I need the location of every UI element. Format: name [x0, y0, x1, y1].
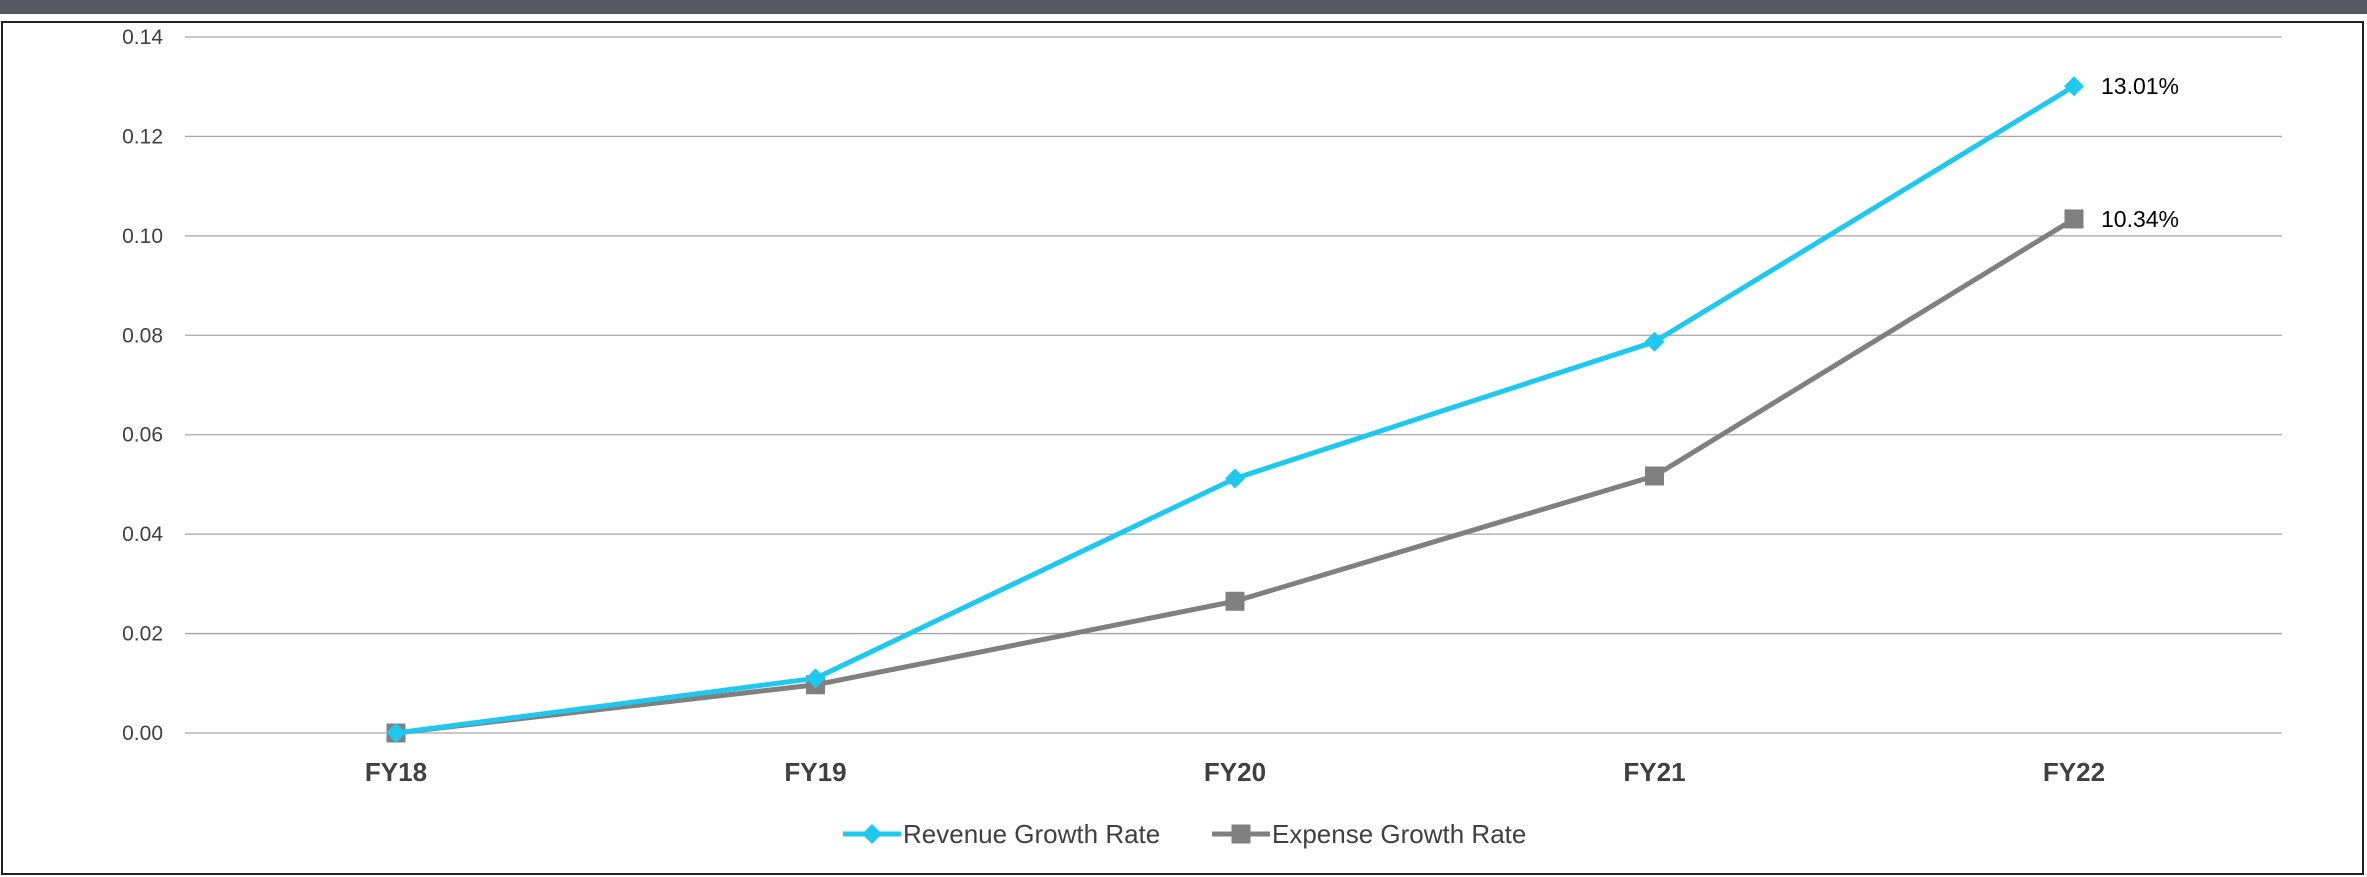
x-category-label: FY18 — [365, 757, 427, 787]
expense-data-label: 10.34% — [2101, 206, 2179, 232]
x-category-label: FY21 — [1623, 757, 1685, 787]
revenue-data-point — [805, 668, 826, 689]
revenue-growth-line — [395, 84, 2076, 736]
legend: Revenue Growth Rate Expense Growth Rate — [843, 819, 1526, 849]
legend-expense-swatch-marker — [1231, 824, 1251, 844]
expense-data-point — [1225, 591, 1245, 611]
y-tick-label: 0.08 — [122, 324, 163, 347]
expense-data-point — [1645, 466, 1664, 486]
y-tick-label: 0.10 — [122, 225, 163, 248]
x-category-label: FY20 — [1204, 757, 1266, 787]
revenue-data-point — [2064, 76, 2084, 97]
chart-frame — [1, 21, 2364, 875]
y-tick-label: 0.00 — [122, 722, 163, 745]
revenue-data-point — [386, 723, 406, 743]
data-labels: 10.34% 13.01% — [2101, 73, 2179, 232]
x-category-label: FY19 — [784, 757, 846, 787]
x-category-label: FY22 — [2043, 757, 2105, 787]
gridlines — [185, 36, 2282, 734]
y-tick-label: 0.12 — [122, 125, 163, 148]
legend-expense-label: Expense Growth Rate — [1272, 819, 1526, 849]
legend-revenue-swatch-marker — [862, 824, 882, 844]
y-axis-ticks: 0.00 0.02 0.04 0.06 0.08 0.10 0.12 0.14 — [122, 26, 163, 745]
revenue-data-point — [1225, 468, 1245, 489]
series-lines — [386, 76, 2084, 743]
y-tick-label: 0.02 — [122, 623, 163, 646]
expense-data-point — [2064, 209, 2084, 229]
y-tick-label: 0.14 — [122, 26, 163, 49]
top-bar — [0, 0, 2367, 14]
x-axis-categories: FY18 FY19 FY20 FY21 FY22 — [365, 757, 2105, 787]
revenue-data-point — [1644, 331, 1665, 352]
revenue-data-label: 13.01% — [2101, 73, 2179, 99]
legend-revenue-label: Revenue Growth Rate — [903, 819, 1160, 849]
y-tick-label: 0.04 — [122, 523, 163, 546]
y-tick-label: 0.06 — [122, 424, 163, 447]
